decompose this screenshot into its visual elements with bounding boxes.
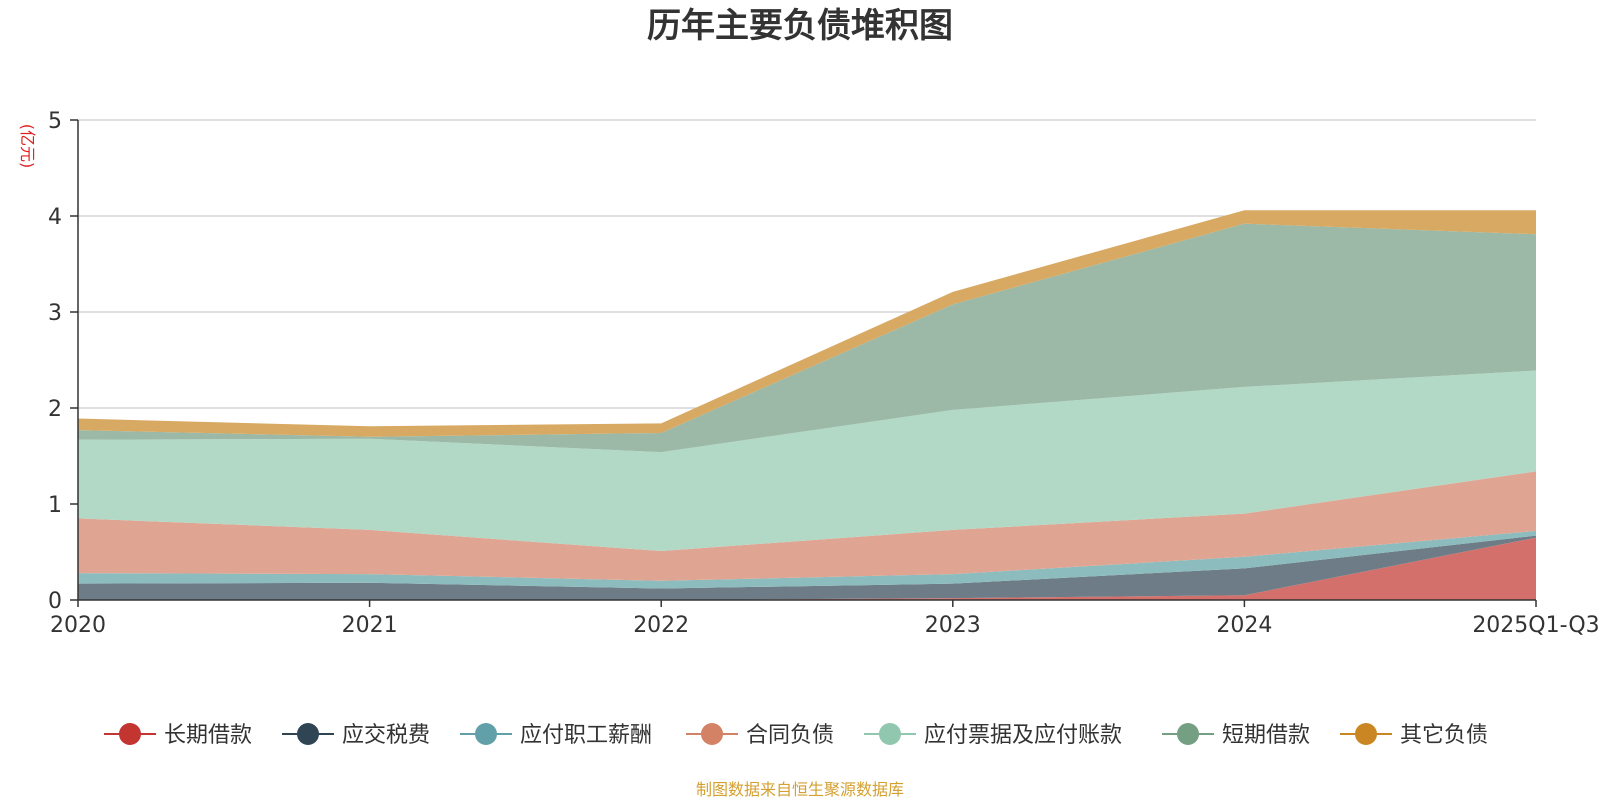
area-series-group[interactable] <box>78 210 1536 600</box>
legend-dot-icon <box>1177 723 1199 745</box>
legend-label: 应付职工薪酬 <box>520 723 652 748</box>
y-tick-label: 1 <box>48 493 62 518</box>
area-series-4[interactable] <box>78 370 1536 552</box>
legend-label: 应付票据及应付账款 <box>924 723 1122 748</box>
legend-dot-icon <box>475 723 497 745</box>
x-tick-label: 2023 <box>925 613 981 638</box>
y-tick-label: 5 <box>48 109 62 134</box>
area-series-5[interactable] <box>78 223 1536 453</box>
legend[interactable]: 长期借款 应交税费 应付职工薪酬 合同负债 应付票据及应付账款 短期借款 其它负债 <box>104 723 1488 748</box>
legend-label: 短期借款 <box>1222 723 1310 748</box>
area-series-0[interactable] <box>78 537 1536 600</box>
legend-label: 应交税费 <box>342 723 430 748</box>
y-tick-label: 2 <box>48 397 62 422</box>
legend-item-3[interactable]: 合同负债 <box>686 723 834 748</box>
legend-dot-icon <box>701 723 723 745</box>
area-series-1[interactable] <box>78 535 1536 600</box>
legend-dot-icon <box>1355 723 1377 745</box>
y-tick-label: 4 <box>48 205 62 230</box>
legend-label: 其它负债 <box>1400 723 1488 748</box>
chart-title: 历年主要负债堆积图 <box>647 6 953 46</box>
x-tick-label: 2020 <box>50 613 106 638</box>
legend-item-0[interactable]: 长期借款 <box>104 723 252 748</box>
legend-dot-icon <box>119 723 141 745</box>
y-tick-label: 3 <box>48 301 62 326</box>
x-tick-label: 2021 <box>342 613 398 638</box>
area-series-3[interactable] <box>78 471 1536 581</box>
y-axis-unit-label: (亿元) <box>18 124 37 169</box>
area-series-2[interactable] <box>78 530 1536 589</box>
legend-item-2[interactable]: 应付职工薪酬 <box>460 723 652 748</box>
legend-item-1[interactable]: 应交税费 <box>282 723 430 748</box>
x-tick-label: 2025Q1-Q3 <box>1472 613 1599 638</box>
axes: 0 1 2 3 4 5 2020 2021 2022 2023 2024 2025Q1-Q3 <box>48 109 1600 638</box>
legend-item-5[interactable]: 短期借款 <box>1162 723 1310 748</box>
legend-dot-icon <box>879 723 901 745</box>
x-tick-label: 2022 <box>633 613 689 638</box>
legend-dot-icon <box>297 723 319 745</box>
data-source-note: 制图数据来自恒生聚源数据库 <box>696 780 904 799</box>
legend-item-4[interactable]: 应付票据及应付账款 <box>864 723 1122 748</box>
legend-item-6[interactable]: 其它负债 <box>1340 723 1488 748</box>
y-tick-label: 0 <box>48 589 62 614</box>
legend-label: 合同负债 <box>746 723 834 748</box>
legend-label: 长期借款 <box>164 723 252 748</box>
x-tick-label: 2024 <box>1216 613 1272 638</box>
